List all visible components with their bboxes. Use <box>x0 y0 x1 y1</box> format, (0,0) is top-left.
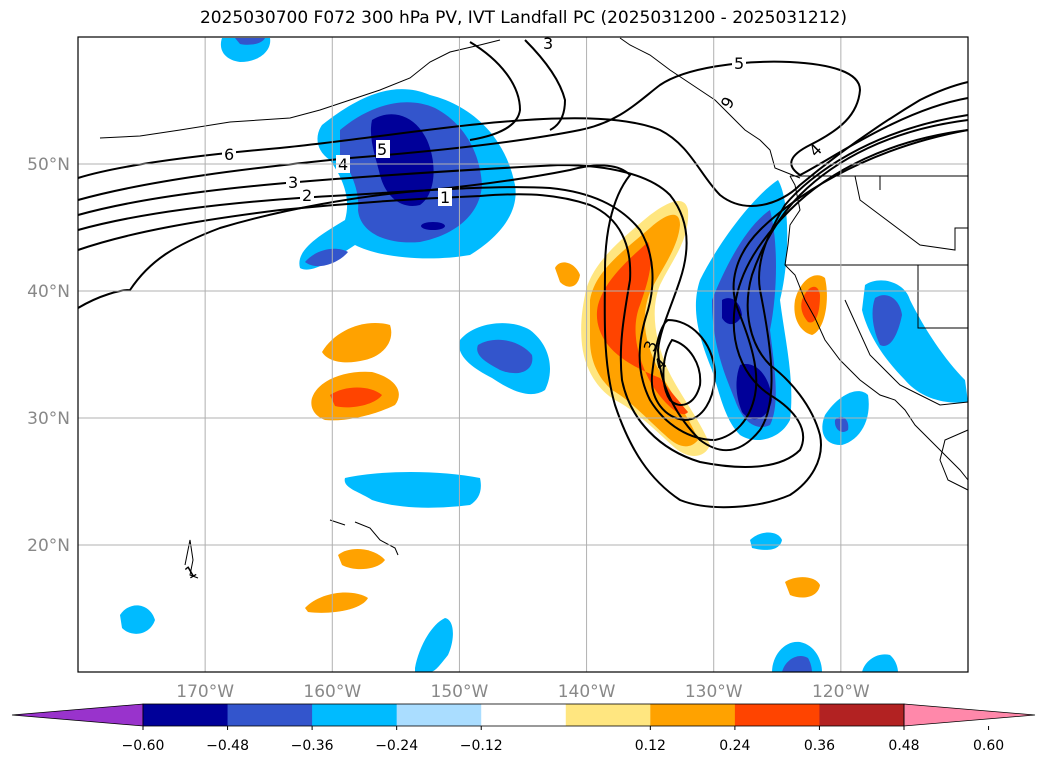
contour-1 <box>77 119 969 509</box>
longitude-labels: 170°W 160°W 150°W 140°W 130°W 120°W <box>176 682 870 702</box>
colorbar-tick-label: −0.36 <box>291 738 334 754</box>
colorbar-tick-label: −0.24 <box>375 738 418 754</box>
colorbar-tick-label: 0.36 <box>804 738 835 754</box>
anomaly-shading <box>120 38 968 672</box>
negative-anomaly-max <box>370 114 434 206</box>
colorbar-segment <box>312 704 398 726</box>
contour-label: 1 <box>440 188 450 207</box>
coastlines <box>99 37 969 579</box>
map-title: 2025030700 F072 300 hPa PV, IVT Landfall… <box>199 8 847 28</box>
colorbar-min-arrow <box>11 703 144 727</box>
latitude-tick-label: 30°N <box>27 409 70 429</box>
colorbar-tick-label: 0.48 <box>888 738 919 754</box>
contour-label: 3 <box>288 173 298 192</box>
contour-3 <box>77 129 969 442</box>
longitude-tick-label: 120°W <box>812 682 870 702</box>
colorbar-tick-label: −0.12 <box>460 738 503 754</box>
contour-6 <box>77 81 969 207</box>
colorbar-segment <box>819 704 905 726</box>
longitude-tick-label: 170°W <box>176 682 234 702</box>
contour-label: 2 <box>302 186 312 205</box>
colorbar: −0.60 −0.48 −0.36 −0.24 −0.12 0.12 0.24 0.36 0.4… <box>11 703 1036 754</box>
pv-contours <box>77 39 969 509</box>
longitude-tick-label: 160°W <box>303 682 361 702</box>
colorbar-segment <box>734 704 820 726</box>
longitude-tick-label: 140°W <box>558 682 616 702</box>
latitude-tick-label: 50°N <box>27 155 70 175</box>
contour-label: 9 <box>717 94 739 112</box>
colorbar-tick-label: 0.60 <box>973 738 1004 754</box>
colorbar-tick-label: 0.12 <box>635 738 666 754</box>
contour-label: 6 <box>224 145 234 164</box>
colorbar-tick-label: −0.48 <box>206 738 249 754</box>
colorbar-segment <box>650 704 736 726</box>
colorbar-segment <box>227 704 313 726</box>
contour-2 <box>77 129 969 468</box>
colorbar-max-arrow <box>903 703 1036 727</box>
contour-label: 5 <box>377 140 387 159</box>
positive-anomaly-max <box>596 242 688 415</box>
colorbar-segment <box>481 704 567 726</box>
contour-4 <box>77 114 969 452</box>
colorbar-segment <box>565 704 651 726</box>
colorbar-frame <box>142 703 905 727</box>
longitude-tick-label: 150°W <box>431 682 489 702</box>
latitude-tick-label: 20°N <box>27 536 70 556</box>
gridlines <box>78 37 968 672</box>
contour-label: 1 <box>182 561 200 583</box>
colorbar-segment <box>143 704 229 726</box>
latitude-tick-label: 40°N <box>27 282 70 302</box>
colorbar-tick-label: 0.24 <box>719 738 750 754</box>
contour-label: 3 <box>543 34 553 53</box>
contour-label: 5 <box>734 54 744 73</box>
colorbar-tick-label: −0.60 <box>122 738 165 754</box>
map-frame <box>77 36 969 673</box>
longitude-tick-label: 130°W <box>685 682 743 702</box>
latitude-labels: 20°N 30°N 40°N 50°N <box>27 155 70 556</box>
colorbar-segment <box>396 704 482 726</box>
